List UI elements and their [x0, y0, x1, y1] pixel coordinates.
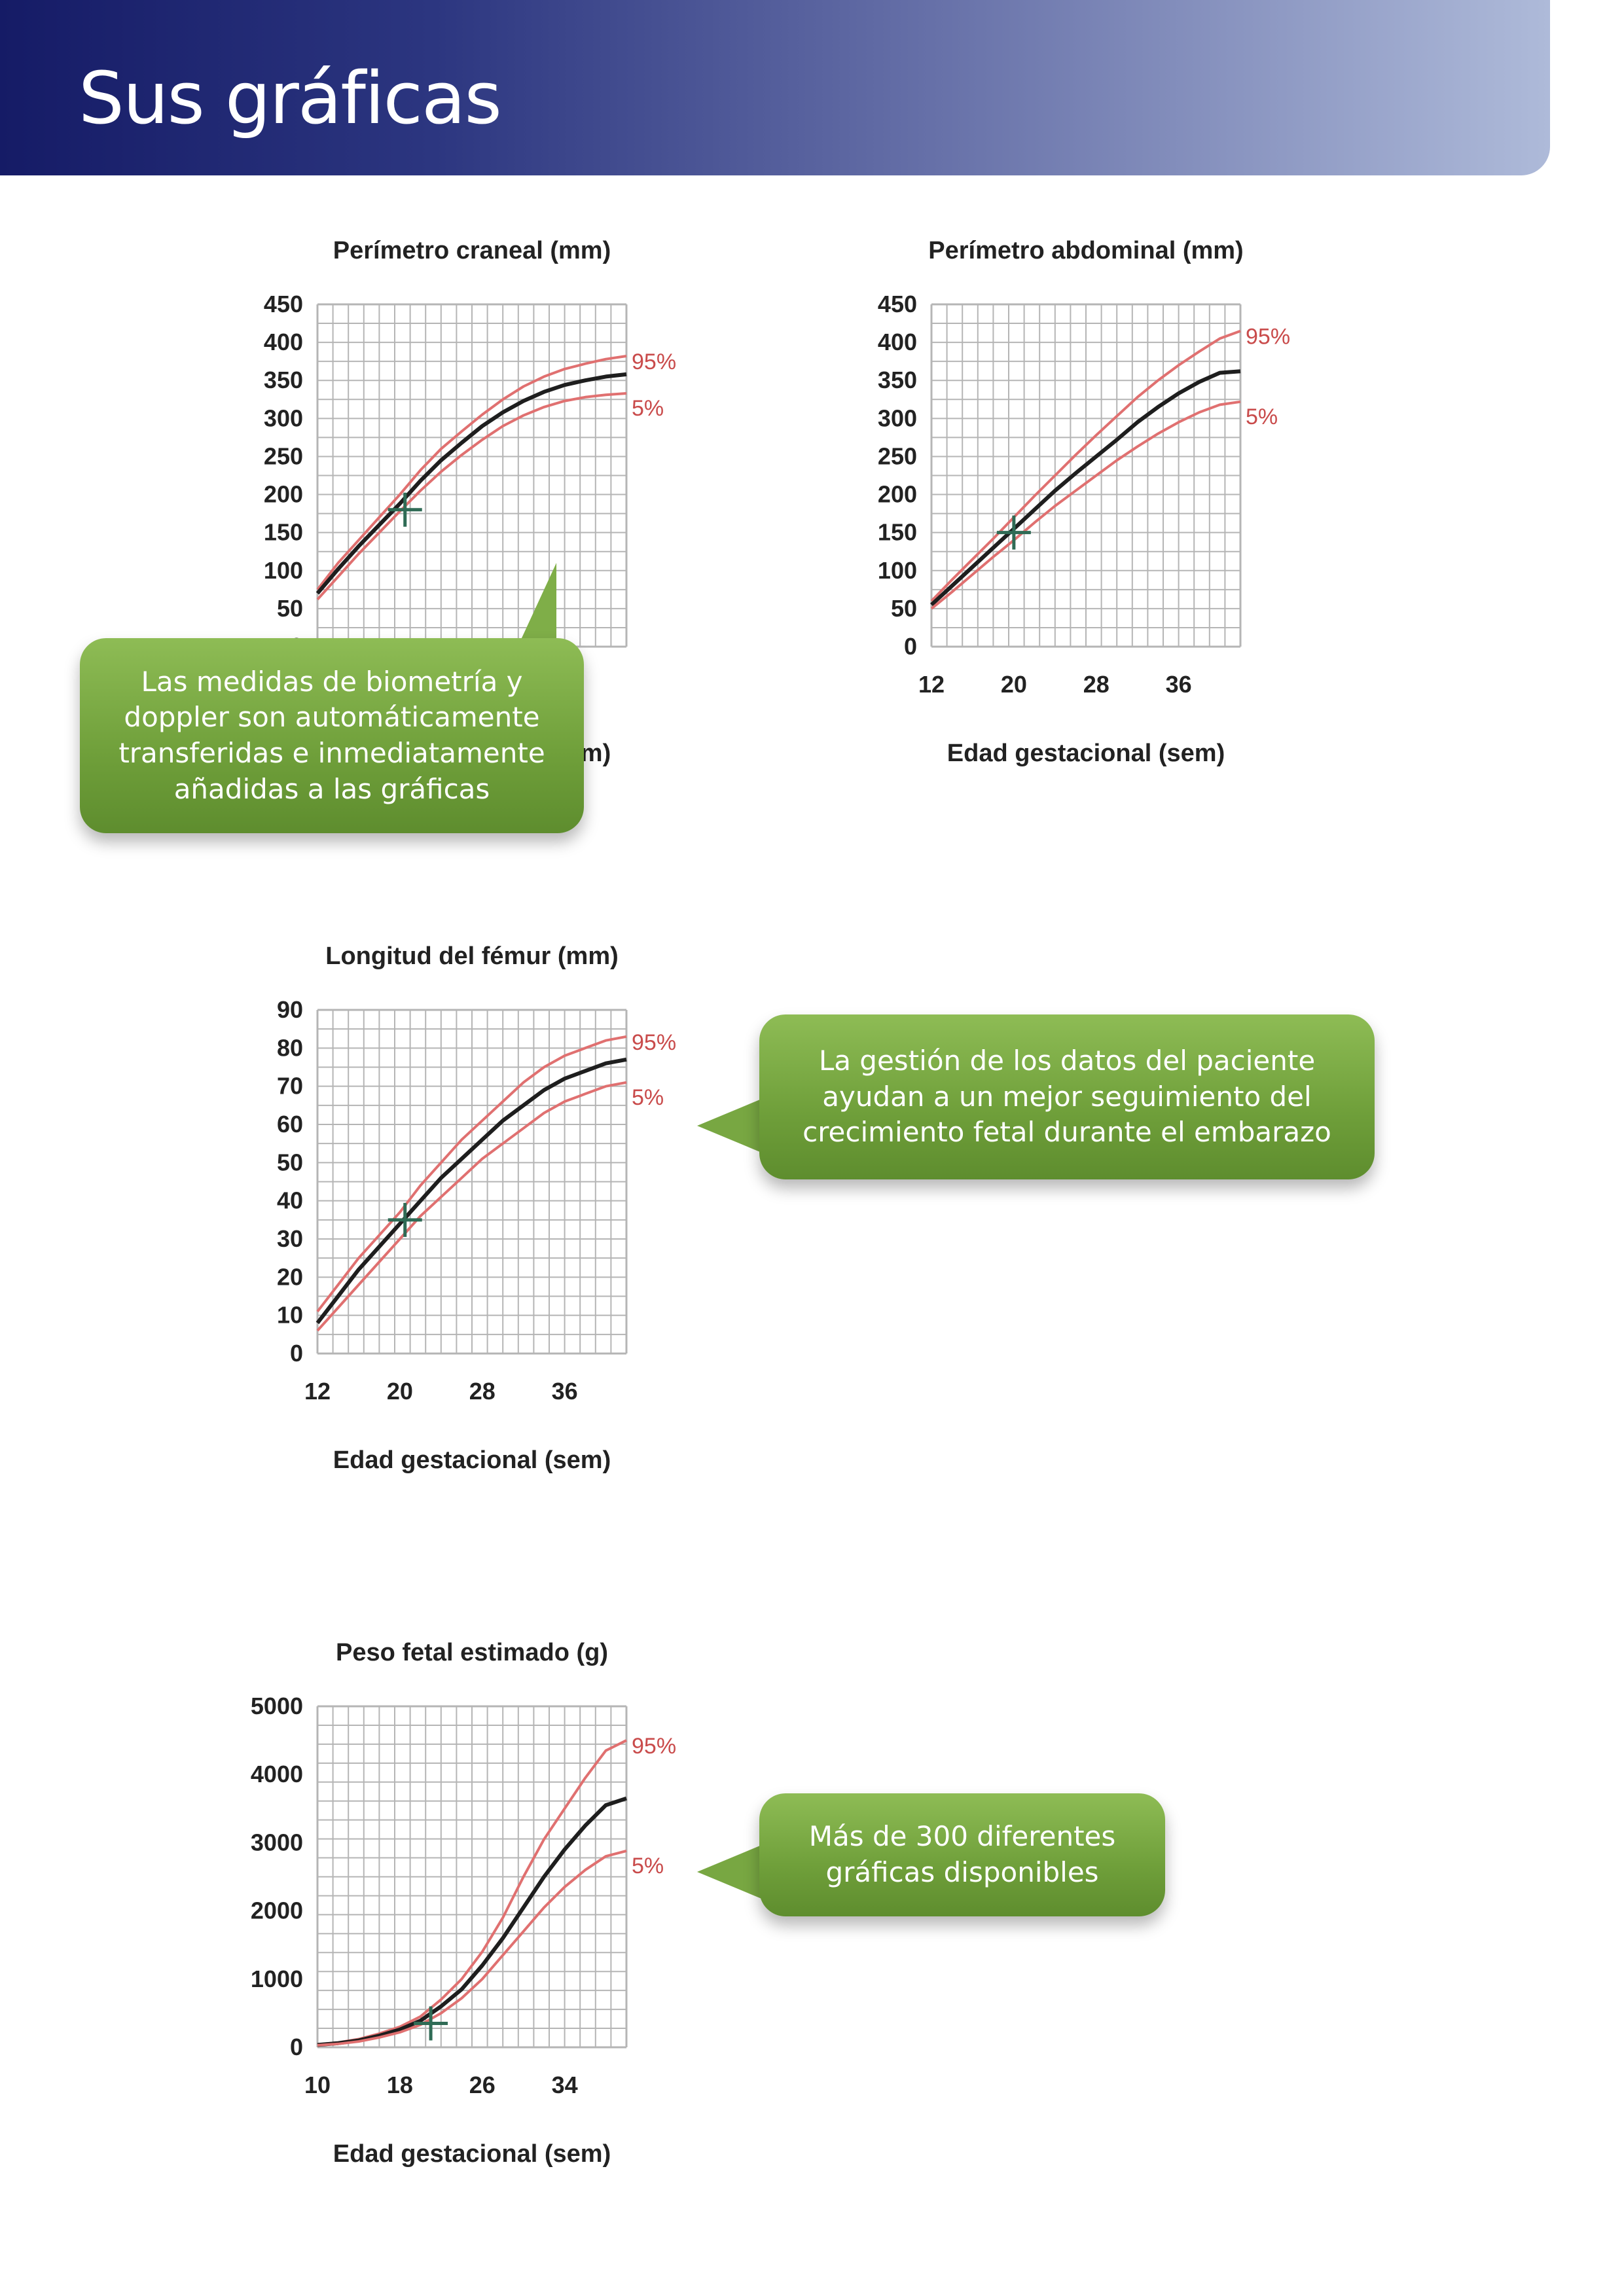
chart3-x-tick: 36: [552, 1378, 578, 1405]
chart2-y-tick: 250: [878, 442, 917, 469]
chart2-y-tick: 0: [904, 633, 917, 660]
chart4-y-tick: 0: [290, 2034, 303, 2060]
chart1-y-tick: 100: [264, 557, 303, 584]
chart4-x-tick: 18: [387, 2072, 413, 2098]
chart3-series-p5: [316, 1081, 627, 1332]
chart3-y-tick: 80: [277, 1034, 303, 1061]
chart1-title: Perímetro craneal (mm): [333, 237, 611, 264]
page-title: Sus gráficas: [79, 56, 502, 140]
chart2-x-label: Edad gestacional (sem): [947, 740, 1225, 767]
chart4-x-tick: 10: [304, 2072, 331, 2098]
chart3-y-tick: 10: [277, 1302, 303, 1329]
callout-graphs: Más de 300 diferentes gráficas disponibl…: [759, 1793, 1165, 1916]
chart3-y-tick: 40: [277, 1187, 303, 1214]
chart1-series-p95: [316, 355, 627, 591]
chart3-y-tick: 60: [277, 1111, 303, 1138]
chart3-x-tick: 12: [304, 1378, 331, 1405]
chart2-y-tick: 450: [878, 291, 917, 317]
chart3-label-p5: 5%: [632, 1085, 664, 1110]
page-header: Sus gráficas: [0, 0, 1550, 175]
chart2-series-p5: [930, 400, 1241, 610]
chart1-series-p5: [316, 392, 627, 601]
chart1-label-p5: 5%: [632, 396, 664, 421]
chart3-y-tick: 30: [277, 1225, 303, 1252]
chart1-label-p95: 95%: [632, 350, 676, 374]
chart2-title: Perímetro abdominal (mm): [928, 237, 1243, 264]
chart2-y-tick: 200: [878, 481, 917, 508]
chart2-x-tick: 12: [918, 671, 945, 698]
chart2-y-tick: 300: [878, 404, 917, 431]
callout-biometry-tail: [517, 563, 556, 648]
chart2-y-tick: 400: [878, 329, 917, 355]
chart3-y-tick: 70: [277, 1073, 303, 1100]
callout-graphs-tail: [697, 1839, 776, 1905]
chart1-y-tick: 250: [264, 442, 303, 469]
chart3-x-label: Edad gestacional (sem): [333, 1446, 611, 1474]
chart3-y-tick: 50: [277, 1149, 303, 1175]
chart4-y-tick: 3000: [251, 1829, 303, 1856]
chart2-series-p95: [930, 329, 1241, 602]
chart3-y-tick: 0: [290, 1340, 303, 1367]
chart2-label-p95: 95%: [1246, 325, 1290, 350]
chart1-y-tick: 350: [264, 367, 303, 393]
chart2-y-tick: 350: [878, 367, 917, 393]
chart3-series-p95: [316, 1035, 627, 1313]
chart4-x-tick: 34: [552, 2072, 578, 2098]
callout-patient-data: La gestión de los datos del paciente ayu…: [759, 1014, 1375, 1179]
chart1-y-tick: 400: [264, 329, 303, 355]
chart4-label-p95: 95%: [632, 1734, 676, 1759]
chart2-x-tick: 20: [1001, 671, 1027, 698]
chart4-x-label: Edad gestacional (sem): [333, 2140, 611, 2168]
callout-patient-data-tail: [697, 1093, 776, 1158]
chart1-y-tick: 150: [264, 519, 303, 546]
chart1-y-tick: 50: [277, 595, 303, 622]
chart2-label-p5: 5%: [1246, 404, 1278, 429]
chart1-y-tick: 200: [264, 481, 303, 508]
chart1-series-median: [316, 372, 627, 595]
chart3-label-p95: 95%: [632, 1030, 676, 1055]
chart4-series-p5: [317, 1849, 627, 2047]
chart4-y-tick: 1000: [251, 1965, 303, 1992]
chart4-title: Peso fetal estimado (g): [336, 1639, 608, 1666]
chart4-y-tick: 5000: [251, 1693, 303, 1719]
chart3-title: Longitud del fémur (mm): [325, 942, 619, 970]
chart3-x-tick: 28: [469, 1378, 496, 1405]
chart2-y-tick: 150: [878, 519, 917, 546]
chart2-y-tick: 100: [878, 557, 917, 584]
chart2-series-median: [929, 369, 1241, 607]
chart2-x-tick: 36: [1166, 671, 1192, 698]
chart3-x-tick: 20: [387, 1378, 413, 1405]
callout-biometry: Las medidas de biometría y doppler son a…: [80, 638, 584, 833]
chart4-series-median: [317, 1796, 627, 2047]
chart4-label-p5: 5%: [632, 1854, 664, 1878]
chart4-y-tick: 2000: [251, 1897, 303, 1924]
chart4-x-tick: 26: [469, 2072, 496, 2098]
chart3-y-tick: 90: [277, 996, 303, 1023]
chart3-y-tick: 20: [277, 1263, 303, 1290]
chart2-y-tick: 50: [891, 595, 917, 622]
chart3-series-median: [316, 1057, 627, 1325]
chart4-y-tick: 4000: [251, 1761, 303, 1787]
chart2-x-tick: 28: [1083, 671, 1110, 698]
chart1-y-tick: 300: [264, 404, 303, 431]
chart1-y-tick: 450: [264, 291, 303, 317]
